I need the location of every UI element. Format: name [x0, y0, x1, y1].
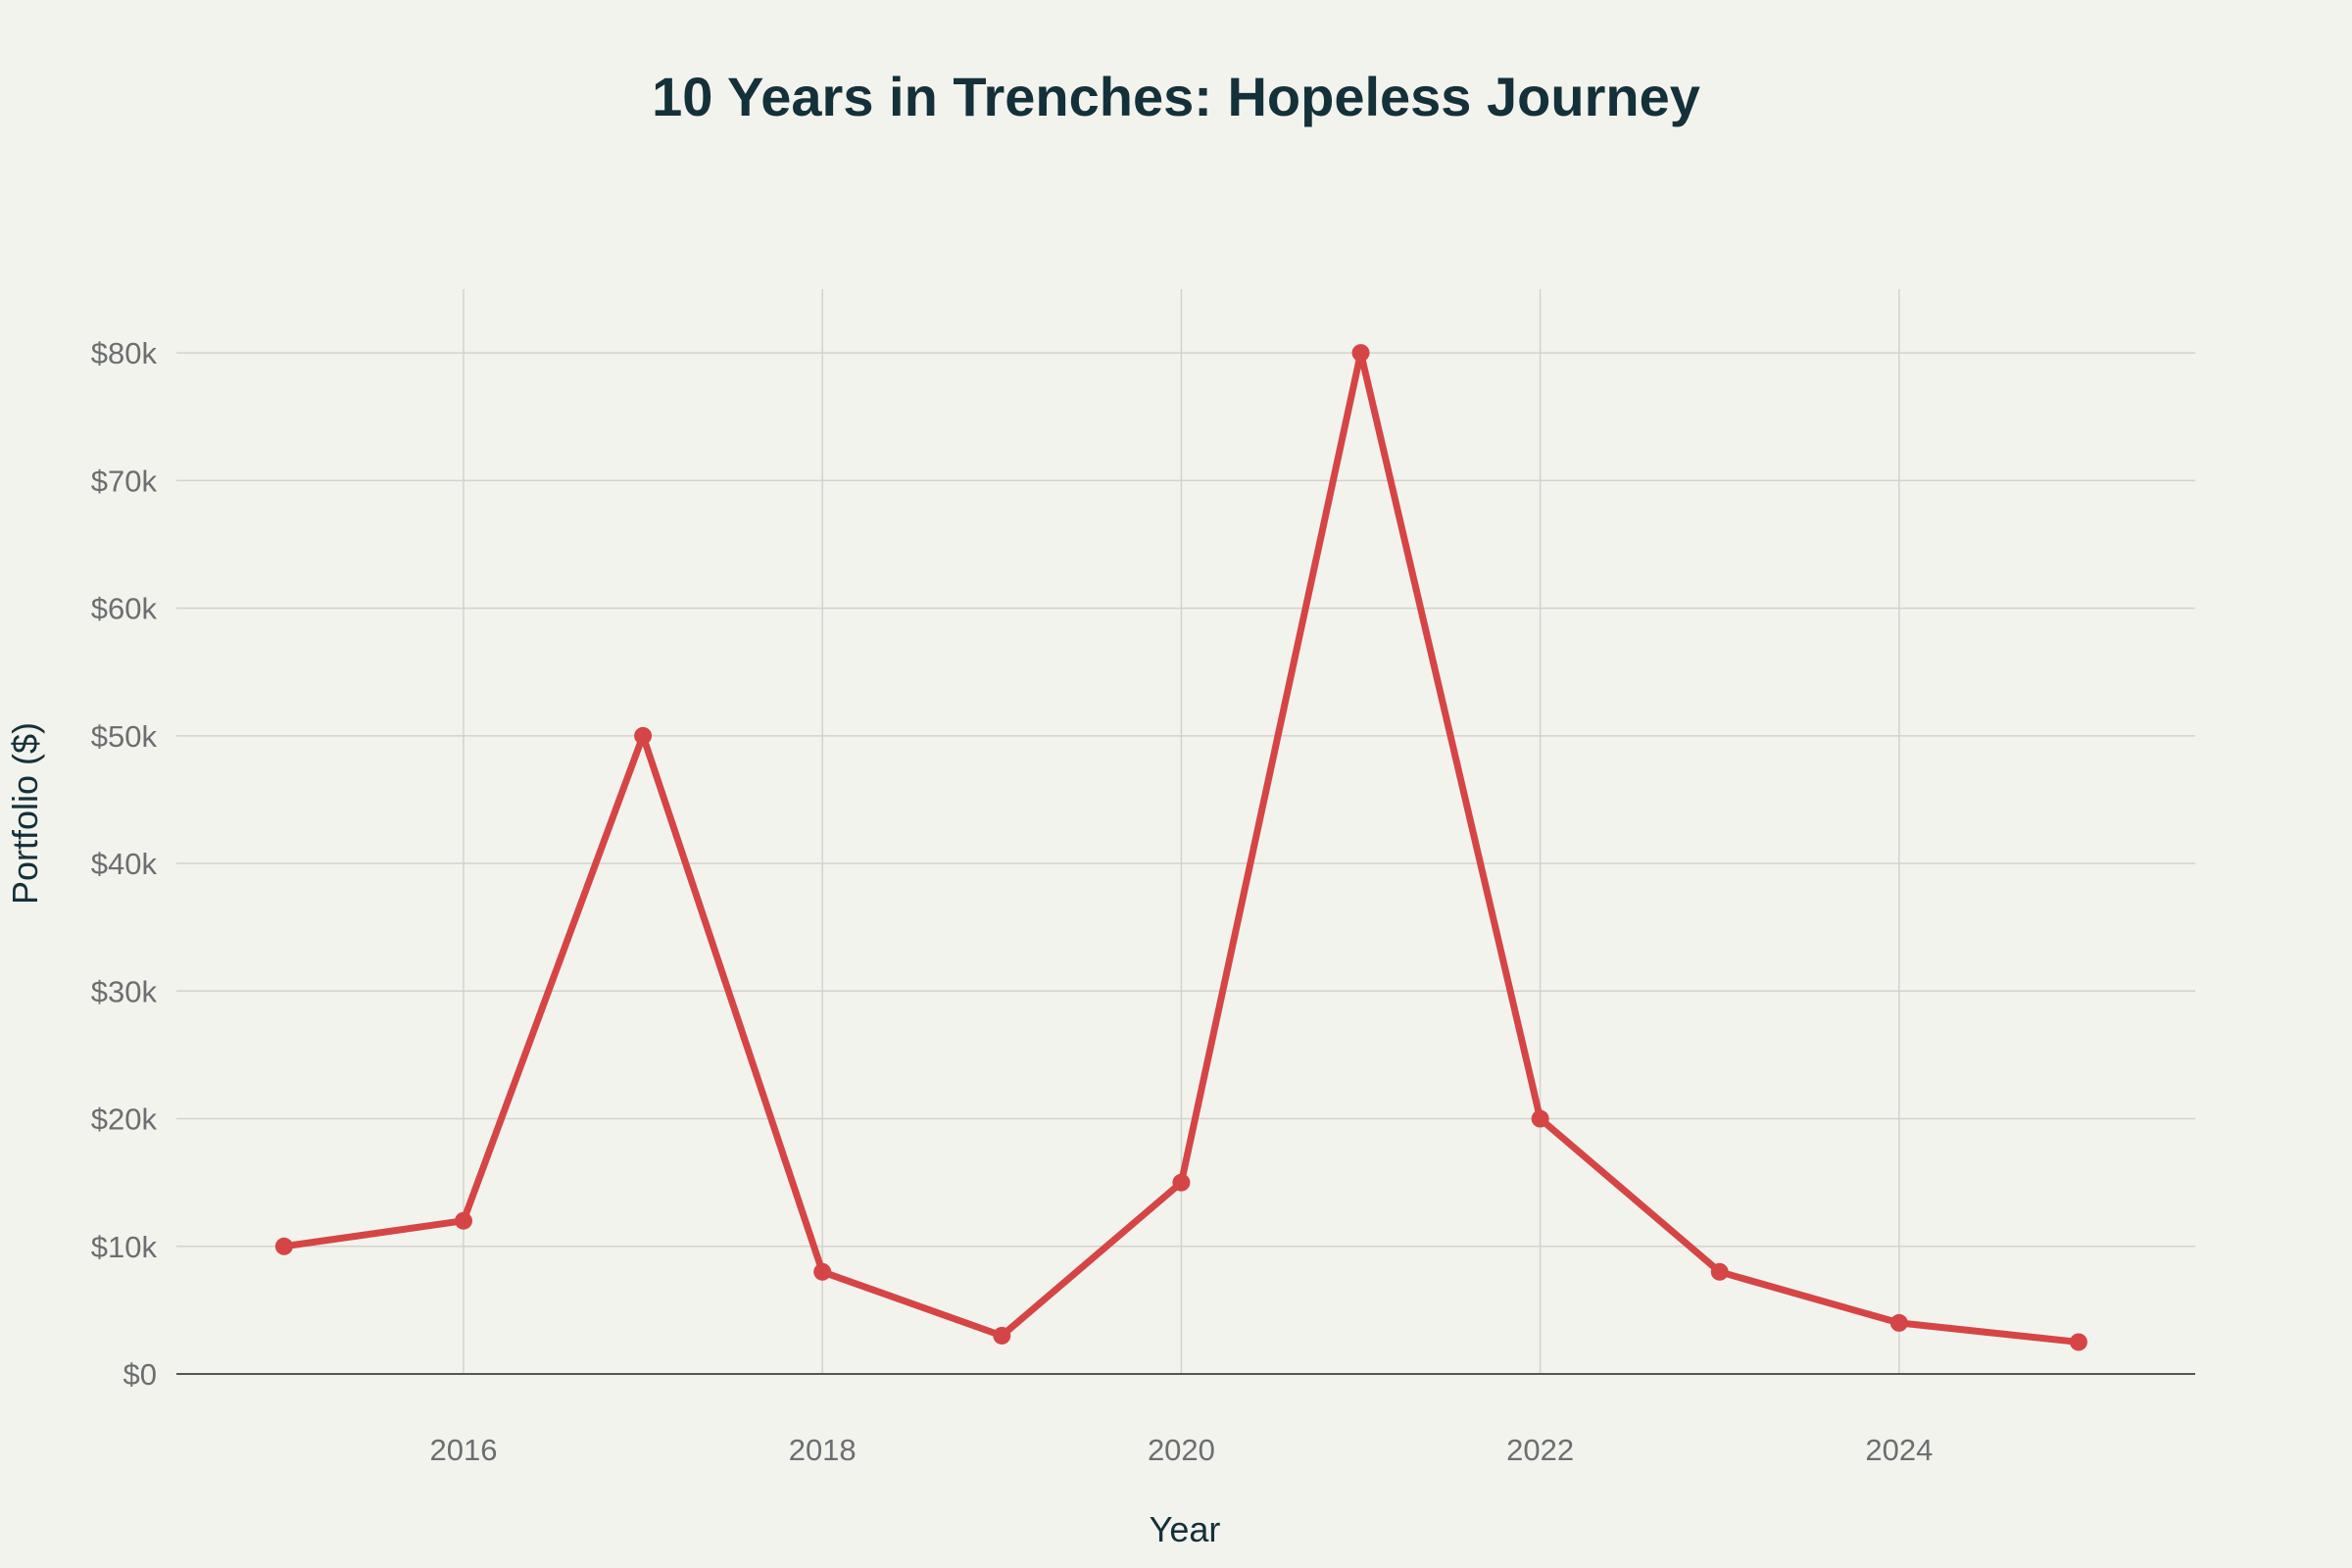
y-tick-label: $20k — [91, 1102, 158, 1137]
x-axis-label: Year — [1150, 1509, 1221, 1549]
data-point[interactable] — [634, 726, 653, 745]
grid — [176, 289, 2195, 1374]
x-tick-label: 2016 — [429, 1433, 497, 1467]
y-tick-label: $10k — [91, 1230, 158, 1264]
y-tick-label: $0 — [123, 1357, 157, 1392]
data-point[interactable] — [1889, 1313, 1908, 1332]
data-point[interactable] — [1531, 1109, 1549, 1128]
x-tick-label: 2022 — [1506, 1433, 1574, 1467]
data-point[interactable] — [1172, 1173, 1191, 1192]
chart-title: 10 Years in Trenches: Hopeless Journey — [652, 66, 1700, 127]
series — [274, 344, 2087, 1351]
data-point[interactable] — [1351, 344, 1370, 363]
data-point[interactable] — [1710, 1262, 1729, 1281]
axes: $0 $10k $20k $30k $40k $50k $60k $70k $80k 2016 20… — [91, 336, 2195, 1467]
y-tick-label: $30k — [91, 974, 158, 1008]
y-tick-label: $50k — [91, 719, 158, 754]
y-tick-label: $60k — [91, 592, 158, 626]
x-tick-label: 2018 — [789, 1433, 857, 1467]
data-point[interactable] — [274, 1237, 293, 1255]
x-tick-label: 2020 — [1148, 1433, 1215, 1467]
data-point[interactable] — [454, 1211, 472, 1230]
data-point[interactable] — [813, 1262, 832, 1281]
data-point[interactable] — [993, 1326, 1011, 1345]
data-point[interactable] — [2069, 1333, 2087, 1351]
y-tick-label: $40k — [91, 847, 158, 881]
y-tick-label: $70k — [91, 464, 158, 498]
y-axis-label: Portfolio ($) — [5, 722, 45, 905]
y-tick-label: $80k — [91, 336, 158, 370]
x-tick-label: 2024 — [1865, 1433, 1933, 1467]
